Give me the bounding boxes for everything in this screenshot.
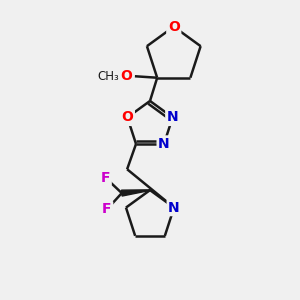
Text: O: O — [121, 69, 133, 83]
Polygon shape — [122, 190, 150, 196]
Text: F: F — [101, 171, 110, 184]
Text: N: N — [158, 137, 170, 151]
Text: O: O — [168, 20, 180, 34]
Text: F: F — [102, 202, 112, 216]
Text: CH₃: CH₃ — [97, 70, 119, 83]
Text: O: O — [122, 110, 133, 124]
Text: N: N — [168, 201, 180, 214]
Text: N: N — [167, 110, 178, 124]
